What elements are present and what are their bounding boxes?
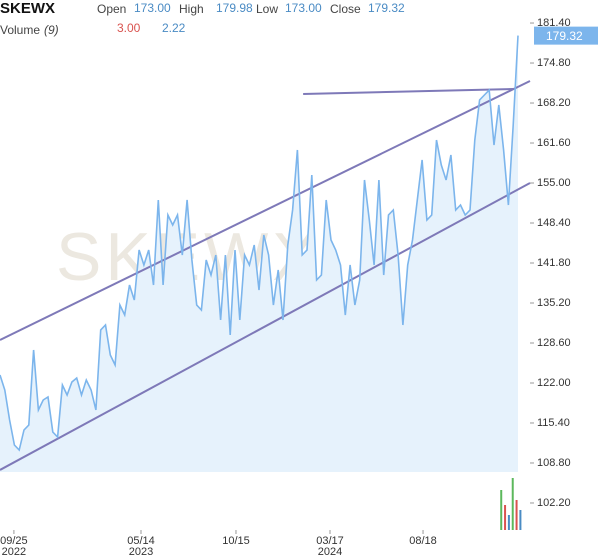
trend-line	[0, 80, 531, 341]
close-label: Close	[330, 2, 361, 16]
x-tick-year: 2024	[318, 546, 342, 557]
low-value: 173.00	[285, 1, 322, 15]
open-value: 173.00	[134, 1, 171, 15]
last-value-box	[534, 26, 598, 45]
low-label: Low	[256, 2, 278, 16]
volume-bar	[507, 515, 510, 530]
volume-bar	[504, 505, 507, 530]
volume-bar	[519, 510, 522, 530]
x-tick-label: 09/25	[0, 535, 28, 547]
volume-bar	[511, 478, 514, 530]
x-tick-year: 2023	[129, 546, 153, 557]
volume-period: (9)	[44, 23, 59, 37]
trend-line	[303, 88, 514, 95]
close-value: 179.32	[368, 1, 405, 15]
high-value: 179.98	[216, 1, 253, 15]
open-label: Open	[97, 2, 126, 16]
y-tick-label: 148.40	[537, 217, 571, 229]
y-tick-label: 128.60	[537, 337, 571, 349]
trend-line	[0, 182, 531, 471]
symbol: SKEWX	[0, 0, 55, 17]
volume-bar	[515, 500, 518, 530]
y-tick-label: 122.00	[537, 377, 571, 389]
last-value-label: 179.32	[546, 29, 583, 43]
y-tick-label: 102.20	[537, 497, 571, 509]
volume-bar	[500, 490, 503, 530]
y-tick-label: 174.80	[537, 57, 571, 69]
y-tick-label: 135.20	[537, 297, 571, 309]
price-line	[0, 35, 519, 452]
y-tick-label: 141.80	[537, 257, 571, 269]
volume-label: Volume	[0, 23, 40, 37]
volume-b: 2.22	[162, 21, 186, 35]
x-tick-label: 10/15	[222, 535, 250, 547]
area	[0, 35, 518, 472]
x-tick-label: 08/18	[409, 535, 437, 547]
y-tick-label: 181.40	[537, 17, 571, 29]
x-tick-year: 2022	[2, 546, 26, 557]
y-tick-label: 161.60	[537, 137, 571, 149]
x-tick-label: 03/17	[316, 535, 344, 547]
y-tick-label: 108.80	[537, 457, 571, 469]
x-tick-label: 05/14	[127, 535, 155, 547]
y-tick-label: 168.20	[537, 97, 571, 109]
y-tick-label: 115.40	[537, 417, 570, 429]
volume-a: 3.00	[117, 21, 141, 35]
y-tick-label: 155.00	[537, 177, 571, 189]
high-label: High	[179, 2, 204, 16]
